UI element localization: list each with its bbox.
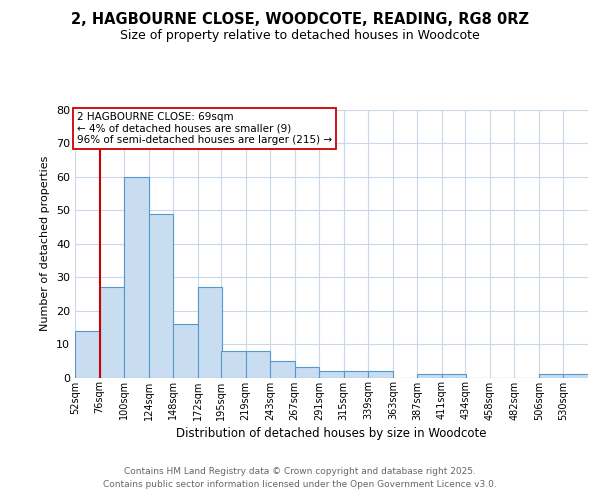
Bar (221, 351, 245, 378)
Bar (197, 287, 222, 378)
Bar (149, 214, 173, 378)
Bar (539, 374, 563, 378)
Bar (563, 374, 588, 378)
Bar (245, 351, 270, 378)
Bar (124, 177, 149, 378)
Text: Contains public sector information licensed under the Open Government Licence v3: Contains public sector information licen… (103, 480, 497, 489)
Bar (100, 287, 124, 378)
Bar (173, 324, 197, 378)
Text: Contains HM Land Registry data © Crown copyright and database right 2025.: Contains HM Land Registry data © Crown c… (124, 467, 476, 476)
Text: 2, HAGBOURNE CLOSE, WOODCOTE, READING, RG8 0RZ: 2, HAGBOURNE CLOSE, WOODCOTE, READING, R… (71, 12, 529, 28)
Bar (75, 330, 100, 378)
Bar (295, 368, 319, 378)
Text: Size of property relative to detached houses in Woodcote: Size of property relative to detached ho… (120, 29, 480, 42)
X-axis label: Distribution of detached houses by size in Woodcote: Distribution of detached houses by size … (176, 426, 487, 440)
Bar (442, 374, 466, 378)
Text: 2 HAGBOURNE CLOSE: 69sqm
← 4% of detached houses are smaller (9)
96% of semi-det: 2 HAGBOURNE CLOSE: 69sqm ← 4% of detache… (77, 112, 332, 145)
Y-axis label: Number of detached properties: Number of detached properties (40, 156, 50, 332)
Bar (418, 374, 442, 378)
Bar (344, 371, 368, 378)
Bar (270, 361, 295, 378)
Bar (319, 371, 344, 378)
Bar (368, 371, 393, 378)
